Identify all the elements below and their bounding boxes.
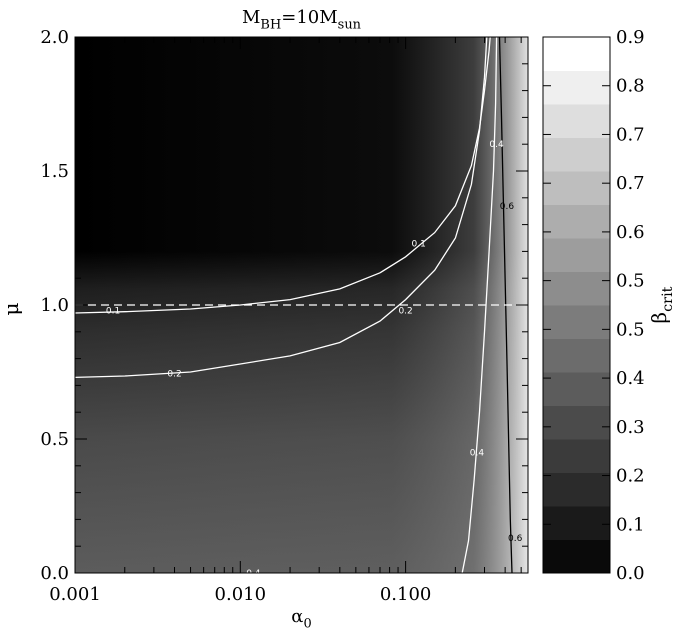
colorbar-label: βcrit xyxy=(647,286,673,323)
colorbar-band xyxy=(543,238,610,272)
contour-labels: 0.1 0.1 0.2 0.2 0.4 0.4 0.4 0.6 0.6 xyxy=(106,140,523,579)
contour-line-0-6 xyxy=(498,37,513,573)
x-axis: 0.001 0.010 0.100 xyxy=(49,37,522,605)
colorbar-tick-label: 0.9 xyxy=(616,27,645,48)
contour-line-0-1 xyxy=(75,37,491,314)
colorbar-ticks: 0.0 0.1 0.2 0.3 0.4 0.5 0.5 0.6 0.7 0.7 0.8 0.9 xyxy=(543,27,645,584)
colorbar-band xyxy=(543,171,610,205)
colorbar-tick-label: 0.5 xyxy=(616,271,645,292)
colorbar-band xyxy=(543,137,610,172)
contour-label: 0.2 xyxy=(398,306,412,316)
colorbar-tick-label: 0.4 xyxy=(616,368,645,389)
y-tick-label: 0.0 xyxy=(40,563,69,584)
contour-label: 0.1 xyxy=(106,306,120,316)
colorbar-tick-label: 0.8 xyxy=(616,76,645,97)
contour-lines xyxy=(75,37,513,573)
contour-label: 0.6 xyxy=(508,534,523,544)
chart-title-text: MBH=10Msun xyxy=(242,7,361,32)
contour-label: 0.4 xyxy=(489,140,504,150)
colorbar-band xyxy=(543,37,610,71)
colorbar xyxy=(542,36,611,574)
y-axis-label: μ xyxy=(0,303,23,316)
colorbar-band xyxy=(543,305,610,339)
x-axis-label: α0 xyxy=(291,606,311,631)
contour-label: 0.6 xyxy=(500,202,515,212)
y-tick-label: 1.0 xyxy=(40,295,69,316)
colorbar-tick-label: 0.1 xyxy=(616,514,645,535)
colorbar-band xyxy=(543,372,610,406)
x-axis-label-text: α0 xyxy=(291,606,311,631)
x-tick-label: 0.100 xyxy=(380,584,432,605)
colorbar-frame xyxy=(542,36,611,574)
y-axis: 0.0 0.5 1.0 1.5 2.0 xyxy=(40,27,528,584)
y-axis-label-text: μ xyxy=(0,303,23,316)
x-tick-label: 0.010 xyxy=(215,584,267,605)
colorbar-tick-label: 0.7 xyxy=(616,173,645,194)
contour-line-0-2 xyxy=(75,37,488,379)
y-tick-label: 0.5 xyxy=(40,429,69,450)
colorbar-tick-label: 0.6 xyxy=(616,222,645,243)
contour-label: 0.2 xyxy=(167,369,181,379)
colorbar-tick-label: 0.5 xyxy=(616,319,645,340)
colorbar-band xyxy=(543,506,610,540)
contour-label: 0.1 xyxy=(412,239,426,249)
colorbar-band xyxy=(543,539,610,574)
colorbar-tick-label: 0.2 xyxy=(616,466,645,487)
colorbar-band xyxy=(543,405,610,440)
colorbar-band xyxy=(543,439,610,473)
contour-line-0-4 xyxy=(461,37,498,573)
y-tick-label: 2.0 xyxy=(40,27,69,48)
colorbar-tick-label: 0.3 xyxy=(616,417,645,438)
colorbar-band xyxy=(543,204,610,239)
y-tick-label: 1.5 xyxy=(40,161,69,182)
colorbar-band xyxy=(543,472,610,507)
colorbar-band xyxy=(543,70,610,105)
colorbar-band xyxy=(543,271,610,306)
colorbar-band xyxy=(543,338,610,373)
colorbar-label-text: βcrit xyxy=(647,286,673,323)
x-tick-label: 0.001 xyxy=(49,584,101,605)
colorbar-band xyxy=(543,104,610,138)
contour-label: 0.4 xyxy=(246,569,261,579)
colorbar-tick-label: 0.0 xyxy=(616,563,645,584)
contour-label: 0.4 xyxy=(470,448,485,458)
chart-title: MBH=10Msun xyxy=(242,7,361,32)
colorbar-tick-label: 0.7 xyxy=(616,124,645,145)
